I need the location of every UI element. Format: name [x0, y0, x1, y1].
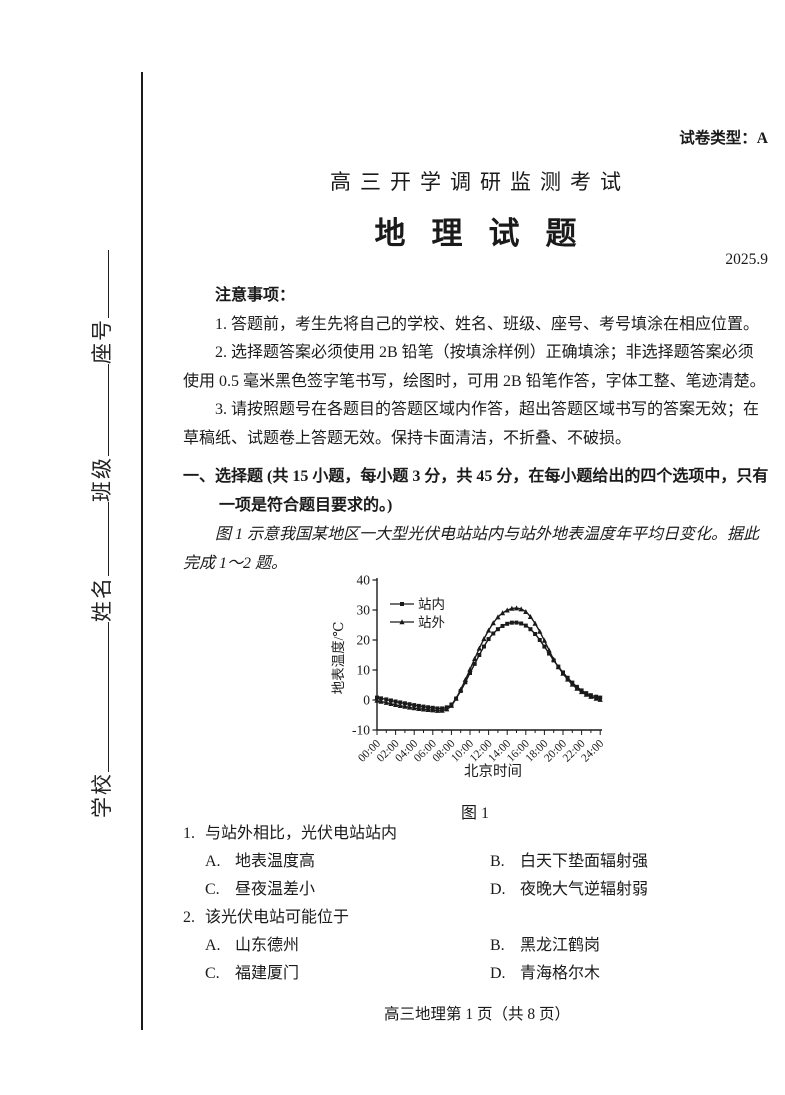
options-row: C. 昼夜温差小 D. 夜晚大气逆辐射弱	[183, 876, 768, 904]
question-number: 1.	[183, 825, 195, 842]
notes-section: 注意事项： 1. 答题前，考生先将自己的学校、姓名、班级、座号、考号填涂在相应位…	[183, 282, 768, 454]
option-text: 黑龙江鹤岗	[520, 937, 601, 954]
notes-item-1: 1. 答题前，考生先将自己的学校、姓名、班级、座号、考号填涂在相应位置。	[215, 315, 760, 333]
field-label-class: 班级	[90, 456, 114, 502]
option-key: A.	[205, 853, 221, 870]
option-key: C.	[205, 881, 220, 898]
option-key: A.	[205, 937, 221, 954]
section-intro: 图 1 示意我国某地区一大型光伏电站站内与站外地表温度年平均日变化。据此完成 1…	[183, 526, 760, 572]
name-blank-line	[95, 502, 109, 576]
option-text: 地表温度高	[235, 853, 316, 870]
section-heading: 一、选择题 (共 15 小题，每小题 3 分，共 45 分，在每小题给出的四个选…	[183, 468, 769, 514]
field-label-name: 姓名	[90, 576, 114, 622]
option-a: A. 山东德州	[205, 932, 490, 960]
question-stem-text: 该光伏电站可能位于	[205, 909, 350, 926]
question-2: 2. 该光伏电站可能位于 A. 山东德州 B. 黑龙江鹤岗 C. 福建厦门 D. 青海格尔…	[183, 904, 768, 988]
figure-caption: 图 1	[460, 805, 489, 822]
notes-heading: 注意事项：	[215, 287, 296, 304]
field-label-school: 学校	[90, 772, 114, 818]
option-a: A. 地表温度高	[205, 848, 490, 876]
svg-text:40: 40	[357, 573, 371, 588]
svg-text:站外: 站外	[418, 615, 445, 630]
options-row: A. 地表温度高 B. 白天下垫面辐射强	[183, 848, 768, 876]
paper-type-label: 试卷类型：A	[679, 130, 768, 147]
questions-block: 1. 与站外相比，光伏电站站内 A. 地表温度高 B. 白天下垫面辐射强 C. 昼夜温差…	[183, 820, 768, 988]
binding-margin-fields: 学校姓名班级座号	[86, 250, 116, 818]
option-text: 昼夜温差小	[235, 881, 316, 898]
page-footer: 高三地理第 1 页（共 8 页）	[383, 1006, 570, 1023]
option-c: C. 福建厦门	[205, 960, 490, 988]
exam-title: 高三开学调研监测考试	[330, 170, 630, 194]
temperature-chart-svg: 403020100-1000:0002:0004:0006:0008:0010:…	[331, 573, 606, 781]
svg-text:北京时间: 北京时间	[464, 763, 522, 780]
svg-text:30: 30	[357, 603, 371, 618]
option-text: 青海格尔木	[520, 965, 601, 982]
option-text: 山东德州	[235, 937, 300, 954]
question-stem: 1. 与站外相比，光伏电站站内	[183, 820, 768, 848]
temperature-chart: 40 30 20 10 0 -10 00:00 02:00 04:00 06:00 08:00 10:…	[330, 566, 670, 804]
notes-item-3: 3. 请按照题号在各题目的答题区域内作答，超出答题区域书写的答案无效；在草稿纸、…	[183, 401, 760, 447]
option-key: B.	[490, 937, 505, 954]
exam-date: 2025.9	[725, 251, 768, 268]
question-stem-text: 与站外相比，光伏电站站内	[205, 825, 398, 842]
option-text: 白天下垫面辐射强	[520, 853, 649, 870]
option-key: D.	[490, 965, 506, 982]
option-key: D.	[490, 881, 506, 898]
options-row: C. 福建厦门 D. 青海格尔木	[183, 960, 768, 988]
class-blank-line	[95, 364, 109, 456]
option-key: C.	[205, 965, 220, 982]
option-d: D. 夜晚大气逆辐射弱	[490, 876, 648, 904]
notes-item-2: 2. 选择题答案必须使用 2B 铅笔（按填涂样例）正确填涂；非选择题答案必须使用…	[183, 344, 766, 390]
option-key: B.	[490, 853, 505, 870]
choice-section: 一、选择题 (共 15 小题，每小题 3 分，共 45 分，在每小题给出的四个选…	[183, 463, 771, 578]
svg-text:-10: -10	[352, 723, 370, 738]
svg-text:24:00: 24:00	[579, 737, 606, 764]
svg-text:地表温度/℃: 地表温度/℃	[331, 622, 346, 695]
option-text: 夜晚大气逆辐射弱	[520, 881, 649, 898]
seat-blank-line	[95, 250, 109, 318]
svg-text:10: 10	[357, 663, 371, 678]
option-b: B. 白天下垫面辐射强	[490, 848, 648, 876]
field-label-seat: 座号	[90, 318, 114, 364]
options-row: A. 山东德州 B. 黑龙江鹤岗	[183, 932, 768, 960]
svg-text:站内: 站内	[418, 597, 445, 612]
binding-fold-line	[141, 72, 143, 1030]
svg-text:0: 0	[363, 693, 370, 708]
question-1: 1. 与站外相比，光伏电站站内 A. 地表温度高 B. 白天下垫面辐射强 C. 昼夜温差…	[183, 820, 768, 904]
subject-title: 地理试题	[374, 216, 603, 251]
option-b: B. 黑龙江鹤岗	[490, 932, 600, 960]
question-number: 2.	[183, 909, 195, 926]
school-blank-line	[95, 622, 109, 772]
option-d: D. 青海格尔木	[490, 960, 600, 988]
option-c: C. 昼夜温差小	[205, 876, 490, 904]
question-stem: 2. 该光伏电站可能位于	[183, 904, 768, 932]
option-text: 福建厦门	[235, 965, 300, 982]
svg-text:20: 20	[357, 633, 371, 648]
